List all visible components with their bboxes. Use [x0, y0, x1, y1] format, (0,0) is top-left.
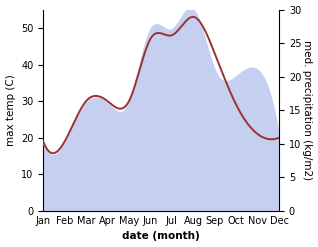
X-axis label: date (month): date (month) [122, 231, 200, 242]
Y-axis label: max temp (C): max temp (C) [5, 74, 16, 146]
Y-axis label: med. precipitation (kg/m2): med. precipitation (kg/m2) [302, 40, 313, 180]
